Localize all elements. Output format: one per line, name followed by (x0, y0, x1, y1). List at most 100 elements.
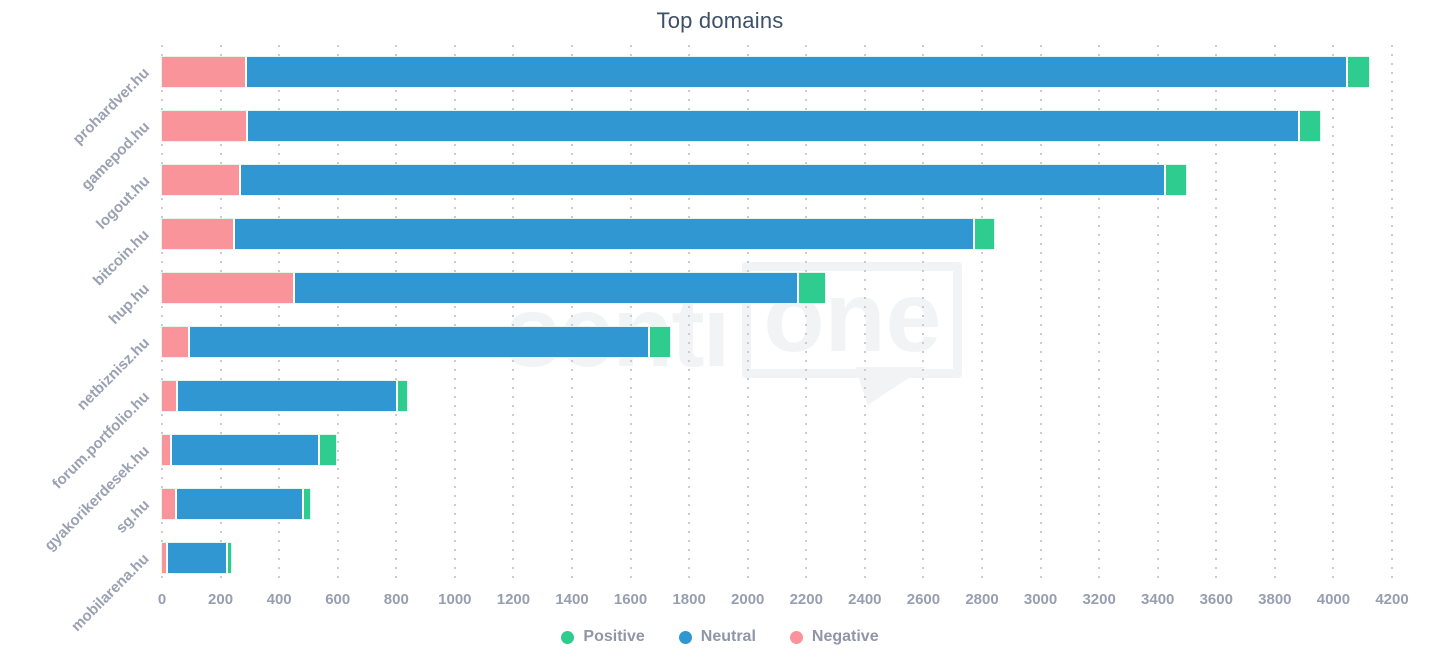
x-tick-label: 1600 (613, 591, 648, 608)
gridline-1400 (571, 45, 573, 585)
bar-bitcoin.hu (162, 219, 994, 249)
gridline-3800 (1273, 45, 1276, 585)
bar-gamepod.hu (162, 111, 1321, 141)
x-tick-label: 2200 (789, 591, 823, 608)
bar-segment-negative-prohardver.hu[interactable] (162, 57, 247, 87)
bar-segment-negative-mobilarena.hu[interactable] (162, 543, 168, 573)
gridline-1800 (688, 45, 691, 585)
y-axis-label-hup.hu: hup.hu (105, 280, 154, 328)
chart-title: Top domains (656, 8, 784, 33)
bar-segment-negative-gyakorikerdesek.hu[interactable] (162, 435, 173, 465)
gridline-3600 (1215, 45, 1218, 585)
legend-label: Positive (583, 628, 645, 645)
legend: Positive Neutral Negative (0, 628, 1440, 646)
bar-segment-neutral-netbiznisz.hu[interactable] (189, 327, 650, 357)
bar-segment-positive-mobilarena.hu[interactable] (227, 543, 231, 573)
x-tick-label: 2800 (965, 591, 999, 608)
legend-dot-neutral-icon (678, 630, 692, 644)
gridline-3200 (1098, 45, 1101, 585)
x-tick-label: 1000 (438, 591, 472, 608)
bar-segment-neutral-forum.portfolio.hu[interactable] (178, 381, 398, 411)
y-axis-label-mobilarena.hu: mobilarena.hu (68, 550, 154, 636)
gridline-2000 (746, 45, 749, 585)
bar-segment-positive-forum.portfolio.hu[interactable] (397, 381, 407, 411)
bar-segment-neutral-prohardver.hu[interactable] (246, 57, 1349, 87)
bar-sg.hu (162, 489, 310, 519)
bar-segment-negative-netbiznisz.hu[interactable] (162, 327, 190, 357)
x-tick-label: 3400 (1141, 591, 1175, 608)
bar-segment-negative-gamepod.hu[interactable] (162, 111, 249, 141)
bar-mobilarena.hu (162, 543, 231, 573)
bar-segment-negative-hup.hu[interactable] (162, 273, 296, 303)
gridline-4000 (1332, 45, 1335, 585)
y-axis-label-forum.portfolio.hu: forum.portfolio.hu (49, 388, 154, 493)
legend-dot-positive-icon (561, 630, 575, 644)
legend-dot-negative-icon (789, 630, 803, 644)
gridline-1600 (629, 45, 632, 585)
gridline-200 (219, 45, 222, 585)
y-axis-label-sg.hu: sg.hu (112, 496, 154, 537)
bar-netbiznisz.hu (162, 327, 671, 357)
x-tick-label: 3200 (1082, 591, 1116, 608)
bar-segment-neutral-hup.hu[interactable] (295, 273, 799, 303)
bar-segment-positive-hup.hu[interactable] (798, 273, 826, 303)
x-tick-label: 400 (266, 591, 292, 608)
plot-area (161, 45, 1393, 585)
legend-item-negative[interactable]: Negative (789, 628, 879, 646)
bars-layer (162, 45, 1392, 585)
gridline-3400 (1156, 45, 1159, 585)
x-tick-label: 3600 (1199, 591, 1233, 608)
x-tick-label: 3000 (1023, 591, 1058, 608)
x-tick-label: 2600 (906, 591, 941, 608)
x-tick-label: 4000 (1316, 591, 1351, 608)
bar-segment-negative-forum.portfolio.hu[interactable] (162, 381, 179, 411)
gridline-2400 (863, 45, 866, 585)
bar-segment-neutral-gamepod.hu[interactable] (248, 111, 1300, 141)
x-tick-label: 4200 (1375, 591, 1409, 608)
bar-segment-positive-prohardver.hu[interactable] (1348, 57, 1369, 87)
bar-hup.hu (162, 273, 826, 303)
bar-segment-positive-bitcoin.hu[interactable] (974, 219, 994, 249)
bar-segment-negative-bitcoin.hu[interactable] (162, 219, 236, 249)
gridline-800 (395, 45, 398, 585)
y-axis: prohardver.hu gamepod.hu logout.hu bitcoin.… (0, 45, 155, 635)
legend-label: Negative (811, 628, 879, 645)
bar-segment-positive-gamepod.hu[interactable] (1299, 111, 1321, 141)
bar-segment-positive-gyakorikerdesek.hu[interactable] (320, 435, 337, 465)
bar-forum.portfolio.hu (162, 381, 407, 411)
legend-item-positive[interactable]: Positive (561, 628, 645, 646)
x-tick-label: 0 (157, 591, 167, 608)
bar-segment-neutral-sg.hu[interactable] (176, 489, 305, 519)
x-tick-label: 800 (383, 591, 409, 608)
bar-segment-positive-logout.hu[interactable] (1166, 165, 1186, 195)
bar-segment-neutral-gyakorikerdesek.hu[interactable] (172, 435, 321, 465)
bar-segment-positive-netbiznisz.hu[interactable] (649, 327, 671, 357)
x-tick-label: 1200 (496, 591, 531, 608)
x-tick-label: 3800 (1258, 591, 1292, 608)
x-tick-label: 2400 (848, 591, 882, 608)
gridline-3000 (1039, 45, 1042, 585)
bar-segment-positive-sg.hu[interactable] (304, 489, 310, 519)
x-tick-label: 1400 (555, 591, 589, 608)
legend-item-neutral[interactable]: Neutral (678, 628, 756, 646)
gridline-1200 (512, 45, 515, 585)
y-axis-label-bitcoin.hu: bitcoin.hu (90, 226, 154, 290)
bar-segment-negative-logout.hu[interactable] (162, 165, 242, 195)
bar-segment-neutral-logout.hu[interactable] (241, 165, 1167, 195)
x-tick-label: 200 (208, 591, 234, 608)
gridline-2200 (805, 45, 808, 585)
y-axis-label-gyakorikerdesek.hu: gyakorikerdesek.hu (41, 442, 154, 555)
bar-segment-negative-sg.hu[interactable] (162, 489, 177, 519)
bar-prohardver.hu (162, 57, 1369, 87)
bar-logout.hu (162, 165, 1186, 195)
gridline-2800 (981, 45, 983, 585)
bar-segment-neutral-mobilarena.hu[interactable] (167, 543, 228, 573)
bar-segment-neutral-bitcoin.hu[interactable] (235, 219, 975, 249)
x-axis: 0 200 400 600 800 1000 1200 1400 1600 1800 2000 220… (158, 591, 1409, 613)
gridline-400 (278, 45, 281, 585)
bar-gyakorikerdesek.hu (162, 435, 337, 465)
gridline-0 (161, 45, 163, 585)
x-tick-label: 600 (325, 591, 351, 608)
gridline-2600 (922, 45, 925, 585)
